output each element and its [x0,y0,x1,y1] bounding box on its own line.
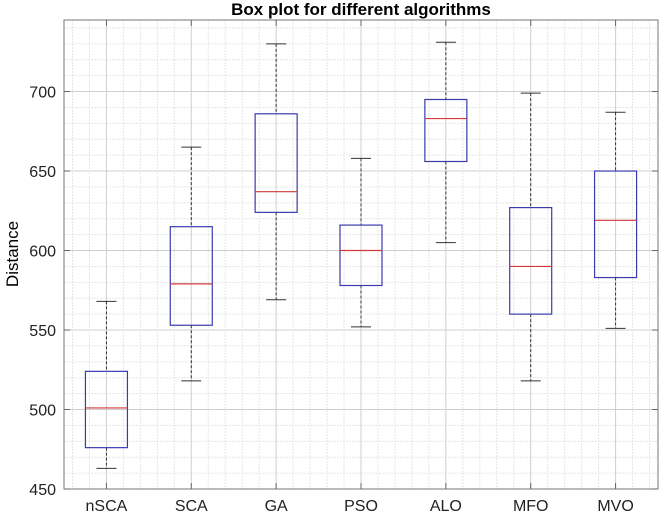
y-tick-label: 600 [29,244,56,261]
x-tick-label: SCA [175,498,208,515]
x-tick-label: MFO [513,498,549,515]
box-GA [254,43,298,301]
box-nSCA [84,300,129,469]
box-MVO [593,111,638,329]
x-tick-label: PSO [344,498,378,515]
x-tick-label: GA [265,498,288,515]
grid [64,20,658,490]
y-tick-label: 550 [29,323,56,340]
y-tick-label: 450 [29,482,56,499]
x-tick-label: ALO [430,498,462,515]
box-SCA [169,146,213,382]
iqr-box [254,113,298,213]
y-axis-label: Distance [3,221,22,287]
axes: 450 500 550 600 650 700 nSCA SCA GA PSO ALO MFO MVO [29,20,658,515]
y-tick-label: 700 [29,85,56,102]
iqr-box [339,224,383,287]
box-ALO [424,41,468,244]
x-tick-label: MVO [597,498,633,515]
box-PSO [339,157,383,328]
y-tick-label: 650 [29,164,56,181]
iqr-box [593,170,638,279]
iqr-box [424,98,468,163]
iqr-box [169,226,213,326]
iqr-box [84,370,129,449]
iqr-box [509,207,553,315]
box-MFO [509,92,553,382]
chart-title: Box plot for different algorithms [231,0,491,19]
y-tick-label: 500 [29,403,56,420]
boxes [84,41,638,469]
x-tick-label: nSCA [86,498,128,515]
